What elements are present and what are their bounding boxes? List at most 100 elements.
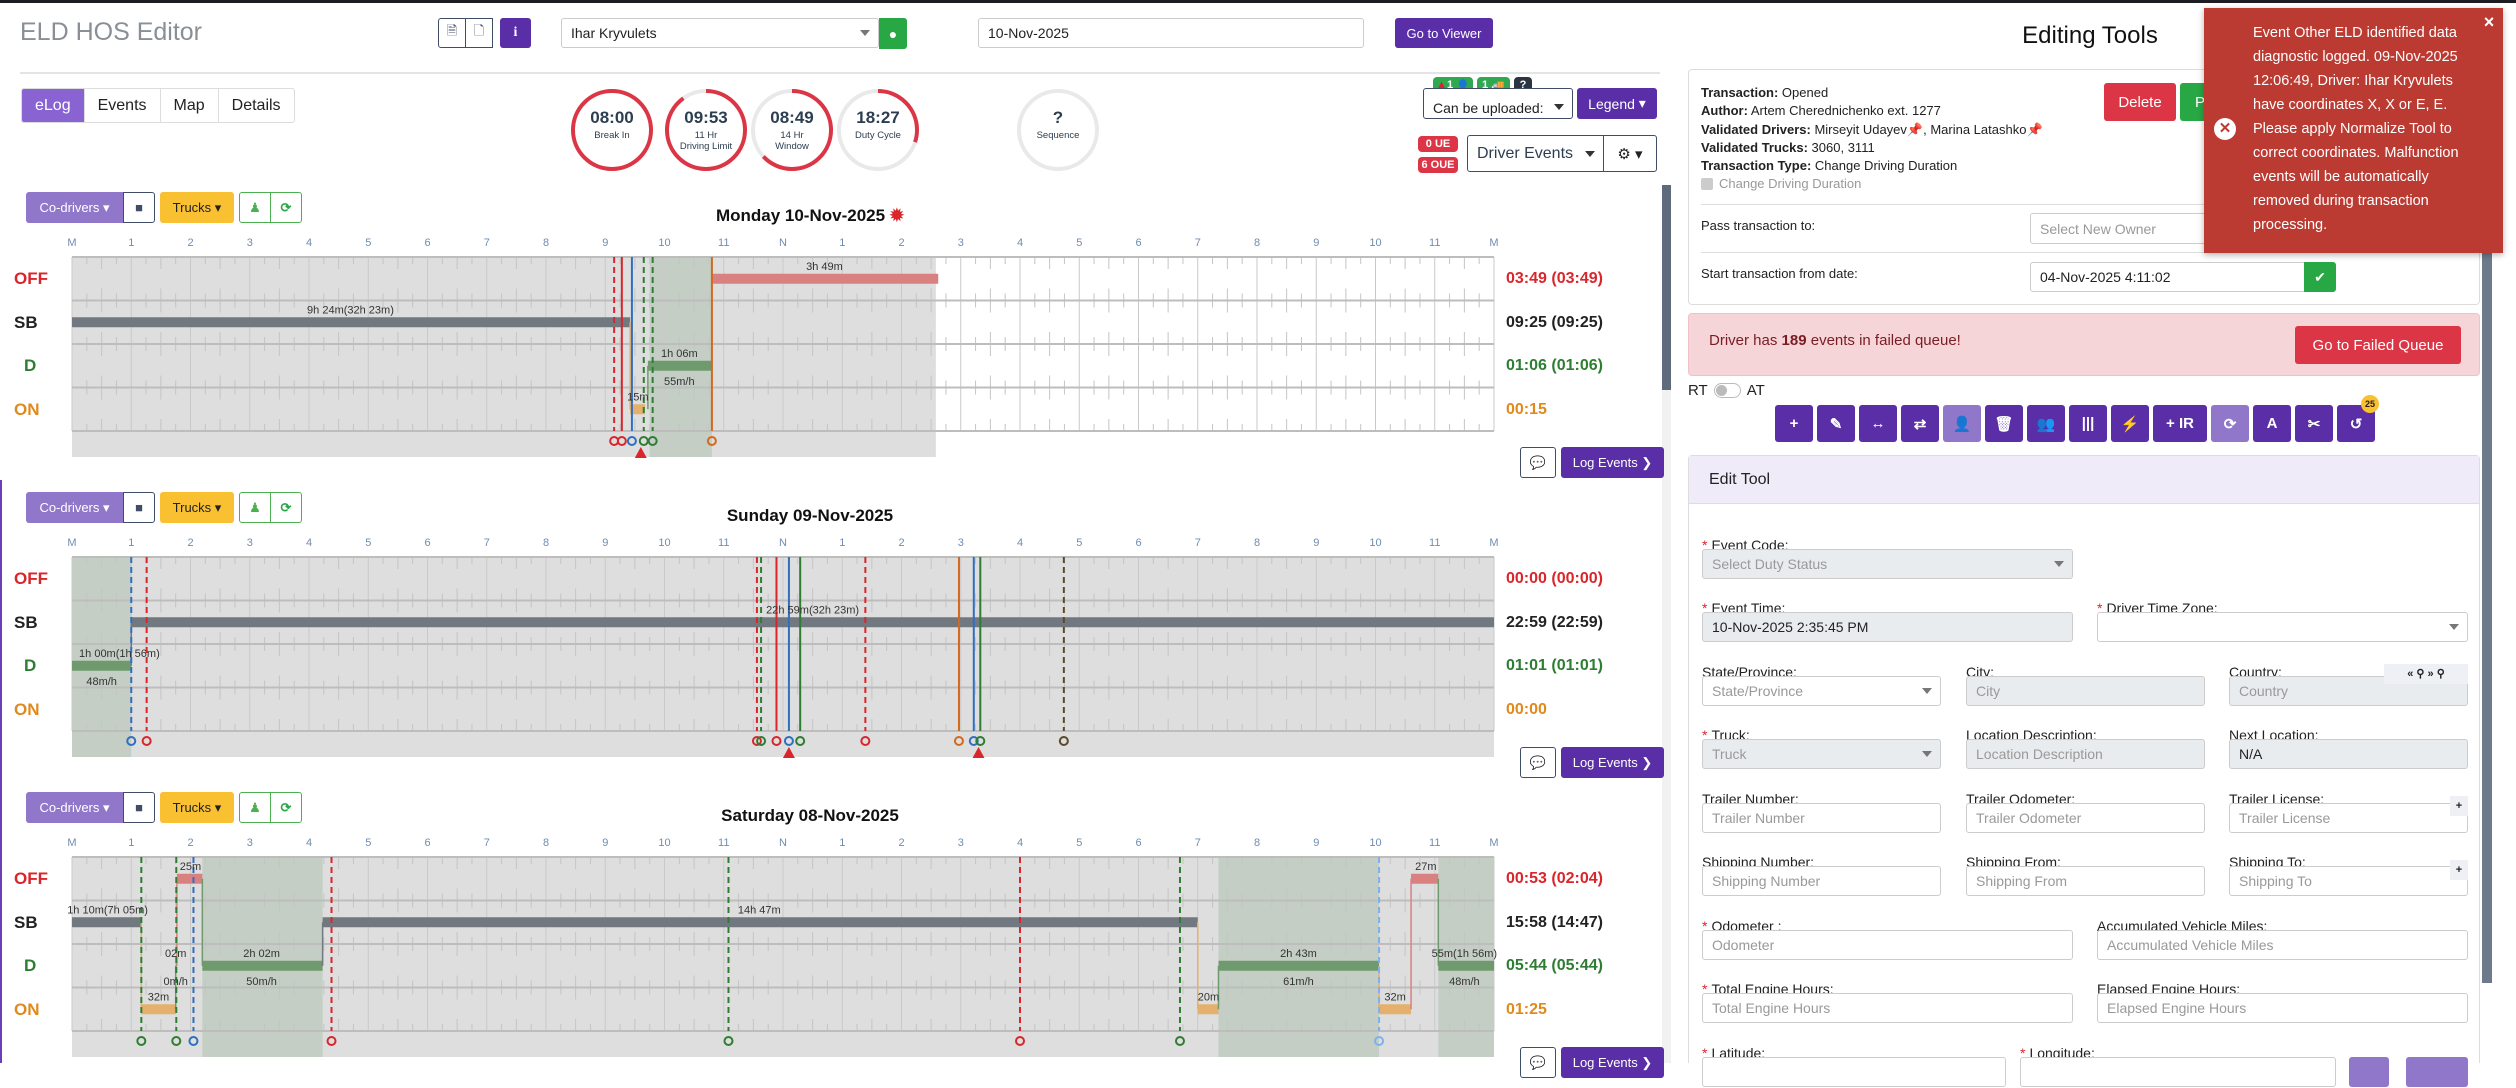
add-driver-button[interactable]: ♟ <box>239 492 271 523</box>
shipping-number-input[interactable]: Shipping Number <box>1702 866 1941 896</box>
shipping-from-input[interactable]: Shipping From <box>1966 866 2205 896</box>
truck-select[interactable]: Truck <box>1702 739 1941 769</box>
tab-events[interactable]: Events <box>85 89 161 122</box>
refresh-button[interactable]: ⟳ <box>270 492 302 523</box>
delete-tool-button[interactable]: 🗑 <box>1985 405 2023 442</box>
change-driving-duration-checkbox[interactable]: Change Driving Duration <box>1701 176 1861 191</box>
truck-icon-button[interactable]: ■ <box>123 492 155 523</box>
add-driver-button[interactable]: ♟ <box>239 192 271 223</box>
driver-tool-button[interactable]: 👤 <box>1943 405 1981 442</box>
trucks-dropdown[interactable]: Trucks ▾ <box>160 792 234 823</box>
timeline-graph[interactable]: M 1 2 3 4 5 6 7 8 9 10 11 N 1 2 3 4 5 6 7 8 9 10 11 M 25m 27m 1h 10… <box>0 832 1500 1062</box>
trucks-dropdown[interactable]: Trucks ▾ <box>160 192 234 223</box>
duration-label: 15m <box>627 391 648 403</box>
timeline-graph[interactable]: M 1 2 3 4 5 6 7 8 9 10 11 N 1 2 3 4 5 6 7 8 9 10 11 M 3h 49m 9h 24… <box>0 232 1500 462</box>
add-trailer-button[interactable]: + <box>2450 796 2468 816</box>
oue-badge[interactable]: 6 OUE <box>1418 157 1458 173</box>
trailer-license-input[interactable]: Trailer License <box>2229 803 2468 833</box>
ue-badge[interactable]: 0 UE <box>1418 136 1458 152</box>
refresh-button[interactable]: ⟳ <box>270 792 302 823</box>
right-scrollbar-thumb[interactable] <box>2482 60 2492 983</box>
document-icon-button[interactable]: 🗎 <box>438 18 466 48</box>
delete-button[interactable]: Delete <box>2104 83 2176 121</box>
add-tool-button[interactable]: + <box>1775 405 1813 442</box>
co-drivers-dropdown[interactable]: Co-drivers ▾ <box>26 492 123 523</box>
toast-close-button[interactable]: × <box>2483 12 2495 32</box>
field-value: Shipping From <box>1976 873 2068 889</box>
upload-filter-select[interactable]: Can be uploaded: <box>1423 88 1573 119</box>
settings-dropdown-button[interactable]: ⚙ ▾ <box>1603 135 1657 172</box>
info-button[interactable]: i <box>500 18 531 48</box>
event-marker-icon <box>136 1036 147 1046</box>
day-title-text: Saturday 08-Nov-2025 <box>721 806 899 825</box>
text-tool-button[interactable]: A <box>2253 405 2291 442</box>
total-on: 01:25 <box>1506 1001 1547 1018</box>
shipping-to-input[interactable]: Shipping To <box>2229 866 2468 896</box>
trailer-number-input[interactable]: Trailer Number <box>1702 803 1941 833</box>
add-shipping-button[interactable]: + <box>2450 860 2468 880</box>
left-scrollbar-thumb[interactable] <box>1662 185 1671 390</box>
date-input[interactable]: 10-Nov-2025 <box>978 18 1364 48</box>
truck-icon-button[interactable]: ■ <box>123 792 155 823</box>
confirm-date-button[interactable]: ✔ <box>2304 262 2336 292</box>
next-location-input[interactable]: N/A <box>2229 739 2468 769</box>
co-drivers-label: Co-drivers <box>39 500 100 515</box>
event-time-input[interactable]: 10-Nov-2025 2:35:45 PM <box>1702 612 2073 642</box>
geo-lookup-buttons[interactable]: « ⚲ » ⚲ <box>2384 664 2468 684</box>
log-events-button[interactable]: Log Events ❯ <box>1561 747 1664 778</box>
city-input[interactable]: City <box>1966 676 2205 706</box>
coordinate-action-button[interactable] <box>2349 1057 2389 1087</box>
co-drivers-dropdown[interactable]: Co-drivers ▾ <box>26 192 123 223</box>
timeline-graph[interactable]: M 1 2 3 4 5 6 7 8 9 10 11 N 1 2 3 4 5 6 7 8 9 10 11 M 22h 59m(32h… <box>0 532 1500 762</box>
comment-icon: 💬 <box>1529 454 1547 470</box>
left-scrollbar-track[interactable] <box>1662 185 1671 1063</box>
refresh-tool-button[interactable]: ⟳ <box>2211 405 2249 442</box>
latitude-input[interactable] <box>1702 1057 2006 1087</box>
duration-label: 48m/h <box>1449 976 1480 988</box>
country-input[interactable]: Country <box>2229 676 2468 706</box>
driver-select[interactable]: Ihar Kryvulets <box>561 18 879 48</box>
go-to-failed-queue-button[interactable]: Go to Failed Queue <box>2295 326 2461 364</box>
driver-events-select[interactable]: Driver Events <box>1467 135 1604 172</box>
add-driver-button[interactable]: ♟ <box>239 792 271 823</box>
note-icon-button[interactable]: 🗋 <box>465 18 493 48</box>
cut-tool-button[interactable]: ✂ <box>2295 405 2333 442</box>
undo-tool-button[interactable]: ↺ 25 <box>2337 395 2379 442</box>
rt-at-toggle[interactable] <box>1713 383 1741 398</box>
start-date-input[interactable]: 04-Nov-2025 4:11:02 <box>2030 262 2305 292</box>
trucks-dropdown[interactable]: Trucks ▾ <box>160 492 234 523</box>
shift-tool-button[interactable]: ↔ <box>1859 405 1897 442</box>
co-drivers-tool-button[interactable]: 👥 <box>2027 405 2065 442</box>
co-drivers-dropdown[interactable]: Co-drivers ▾ <box>26 792 123 823</box>
driver-profile-button[interactable]: ● <box>879 18 907 49</box>
log-events-button[interactable]: Log Events ❯ <box>1561 447 1664 478</box>
refresh-button[interactable]: ⟳ <box>270 192 302 223</box>
edit-tool-button[interactable]: ✎ <box>1817 405 1855 442</box>
trailer-odometer-input[interactable]: Trailer Odometer <box>1966 803 2205 833</box>
location-desc-input[interactable]: Location Description <box>1966 739 2205 769</box>
total-engine-input[interactable]: Total Engine Hours <box>1702 993 2073 1023</box>
acc-miles-input[interactable]: Accumulated Vehicle Miles <box>2097 930 2468 960</box>
odometer-input[interactable]: Odometer <box>1702 930 2073 960</box>
field-value: State/Province <box>1712 683 1804 699</box>
hour-label: 6 <box>1135 537 1141 549</box>
add-ir-tool-button[interactable]: + IR <box>2153 405 2207 442</box>
comment-button[interactable]: 💬 <box>1520 747 1556 778</box>
longitude-input[interactable] <box>2020 1057 2336 1087</box>
split-tool-button[interactable]: ||| <box>2069 405 2107 442</box>
magic-tool-button[interactable]: ⚡ <box>2111 405 2149 442</box>
truck-icon-button[interactable]: ■ <box>123 192 155 223</box>
comment-button[interactable]: 💬 <box>1520 447 1556 478</box>
event-code-select[interactable]: Select Duty Status <box>1702 549 2073 579</box>
duration-label: 1h 10m(7h 05m) <box>67 904 148 916</box>
legend-dropdown-button[interactable]: Legend ▾ <box>1577 88 1657 119</box>
coordinate-action-button[interactable] <box>2406 1057 2468 1087</box>
tab-elog[interactable]: eLog <box>22 89 85 122</box>
go-to-viewer-button[interactable]: Go to Viewer <box>1395 18 1493 48</box>
state-select[interactable]: State/Province <box>1702 676 1941 706</box>
elapsed-engine-input[interactable]: Elapsed Engine Hours <box>2097 993 2468 1023</box>
tab-map[interactable]: Map <box>161 89 219 122</box>
driver-tz-select[interactable] <box>2097 612 2468 642</box>
tab-details[interactable]: Details <box>231 96 281 114</box>
swap-tool-button[interactable]: ⇄ <box>1901 405 1939 442</box>
